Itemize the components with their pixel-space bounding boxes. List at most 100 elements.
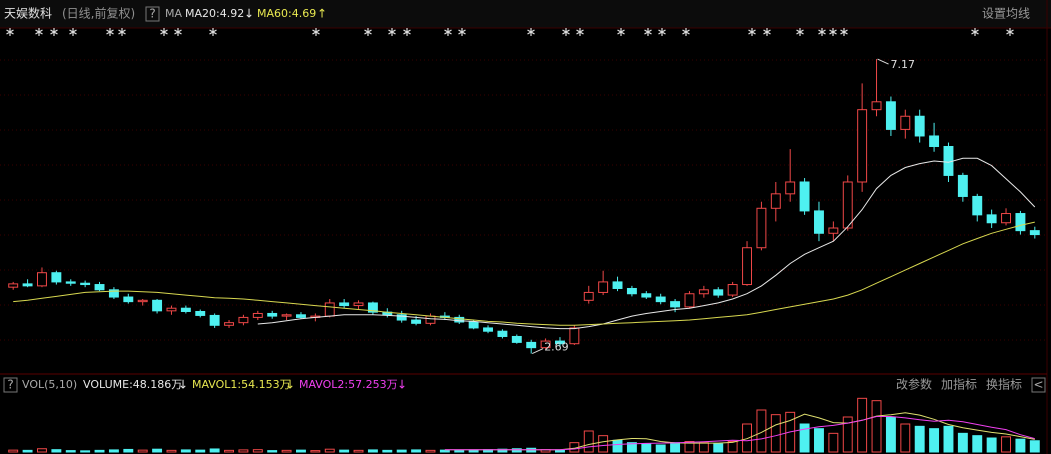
candle-body [8,283,19,288]
volume-bar [598,435,609,453]
ma-line [257,157,1036,330]
volume-bar [65,450,76,453]
volume-bar [209,448,220,453]
info-marker [617,29,625,35]
collapse-box[interactable] [1031,377,1046,393]
info-marker [6,29,14,35]
candle-body [137,299,148,303]
candle-body [454,316,465,323]
candle-body [742,247,752,286]
candle-body [583,291,594,301]
info-marker [106,29,114,35]
volume-bar [871,400,882,453]
info-marker [69,29,77,35]
candle-body [814,210,824,234]
volume-bar [296,449,306,453]
candle-body [367,302,378,313]
volume-bar [1015,438,1026,453]
volume-bar [756,409,767,453]
volume-bar [943,425,954,453]
help[interactable]: ? [149,7,155,21]
add-button[interactable]: 加指标 [941,377,977,392]
volume-bar [626,442,637,453]
annotation-arrow [877,58,889,65]
volume-bar [123,448,134,453]
info-marker [971,29,979,35]
volume-bar [1001,436,1011,453]
volume-bar [439,449,450,453]
volume-bar [195,449,206,453]
candle-body [152,299,163,312]
edit-button[interactable]: 改参数 [896,377,932,392]
volume-bar [655,444,666,453]
volume-bar [152,448,163,453]
candle-body [957,174,968,197]
info-marker [458,29,466,35]
switch-button[interactable]: 换指标 [986,377,1022,392]
candle-body [857,109,868,183]
candle-body [65,281,76,284]
high-label: 7.17 [891,58,916,71]
low-label: 2.69 [544,341,569,354]
candle-body [799,181,810,212]
volume-bar [382,449,393,453]
info-marker [364,29,372,35]
volume-bar [238,449,249,453]
info-marker [388,29,396,35]
ma-line [13,221,1035,326]
volume-bar [842,416,853,453]
candle-body [842,181,853,229]
info-marker [818,29,826,35]
info-marker [682,29,690,35]
candle-body [425,315,436,324]
mavol2-arrow: ↓ [397,378,407,392]
candle-body [569,327,580,345]
help-box[interactable] [3,377,18,393]
info-marker [748,29,756,35]
candle-body [281,314,292,317]
mavol-line [444,416,1035,451]
info-marker [1006,29,1014,35]
volume-bar [180,449,191,453]
indicator: VOL(5,10) [22,378,77,391]
volume-bar [957,432,968,453]
info-marker [562,29,570,35]
volume-bar [468,449,479,453]
help-box[interactable] [145,6,160,22]
candle-body [22,283,33,287]
volume-bar [799,423,810,453]
info-marker [576,29,584,35]
candle-body [123,296,134,303]
candle-body [713,289,724,296]
volume-bar [137,449,148,453]
collapse-button[interactable]: < [1033,378,1043,392]
volume-bar [684,441,695,453]
mavol1-label: MAVOL1:54.153万 [192,378,291,391]
candle-body [224,322,234,326]
candle-body [540,340,551,349]
candle-body [238,316,249,324]
volume-bar [511,448,522,453]
candle-body [497,330,508,337]
candle-body [353,302,364,307]
volume-bar [885,416,896,453]
volume-bar [670,442,681,453]
candle-body [871,101,882,111]
candle-body [986,214,997,224]
candle-body [526,341,537,349]
ma60-arrow: ↑ [317,7,327,21]
volume-bar [612,439,623,453]
candle-body [727,284,738,296]
info-marker [403,29,411,35]
candle-body [1029,230,1040,236]
volume-bar [281,449,292,453]
volume-bar [828,432,839,453]
info-marker [444,29,452,35]
volume-bar [94,449,105,453]
settings-button[interactable]: 设置均线 [982,7,1030,21]
volume-bar [857,397,868,453]
candle-body [396,314,407,321]
help[interactable]: ? [7,378,13,392]
candle-body [900,115,911,130]
volume-label: VOLUME:48.186万 [83,378,182,391]
